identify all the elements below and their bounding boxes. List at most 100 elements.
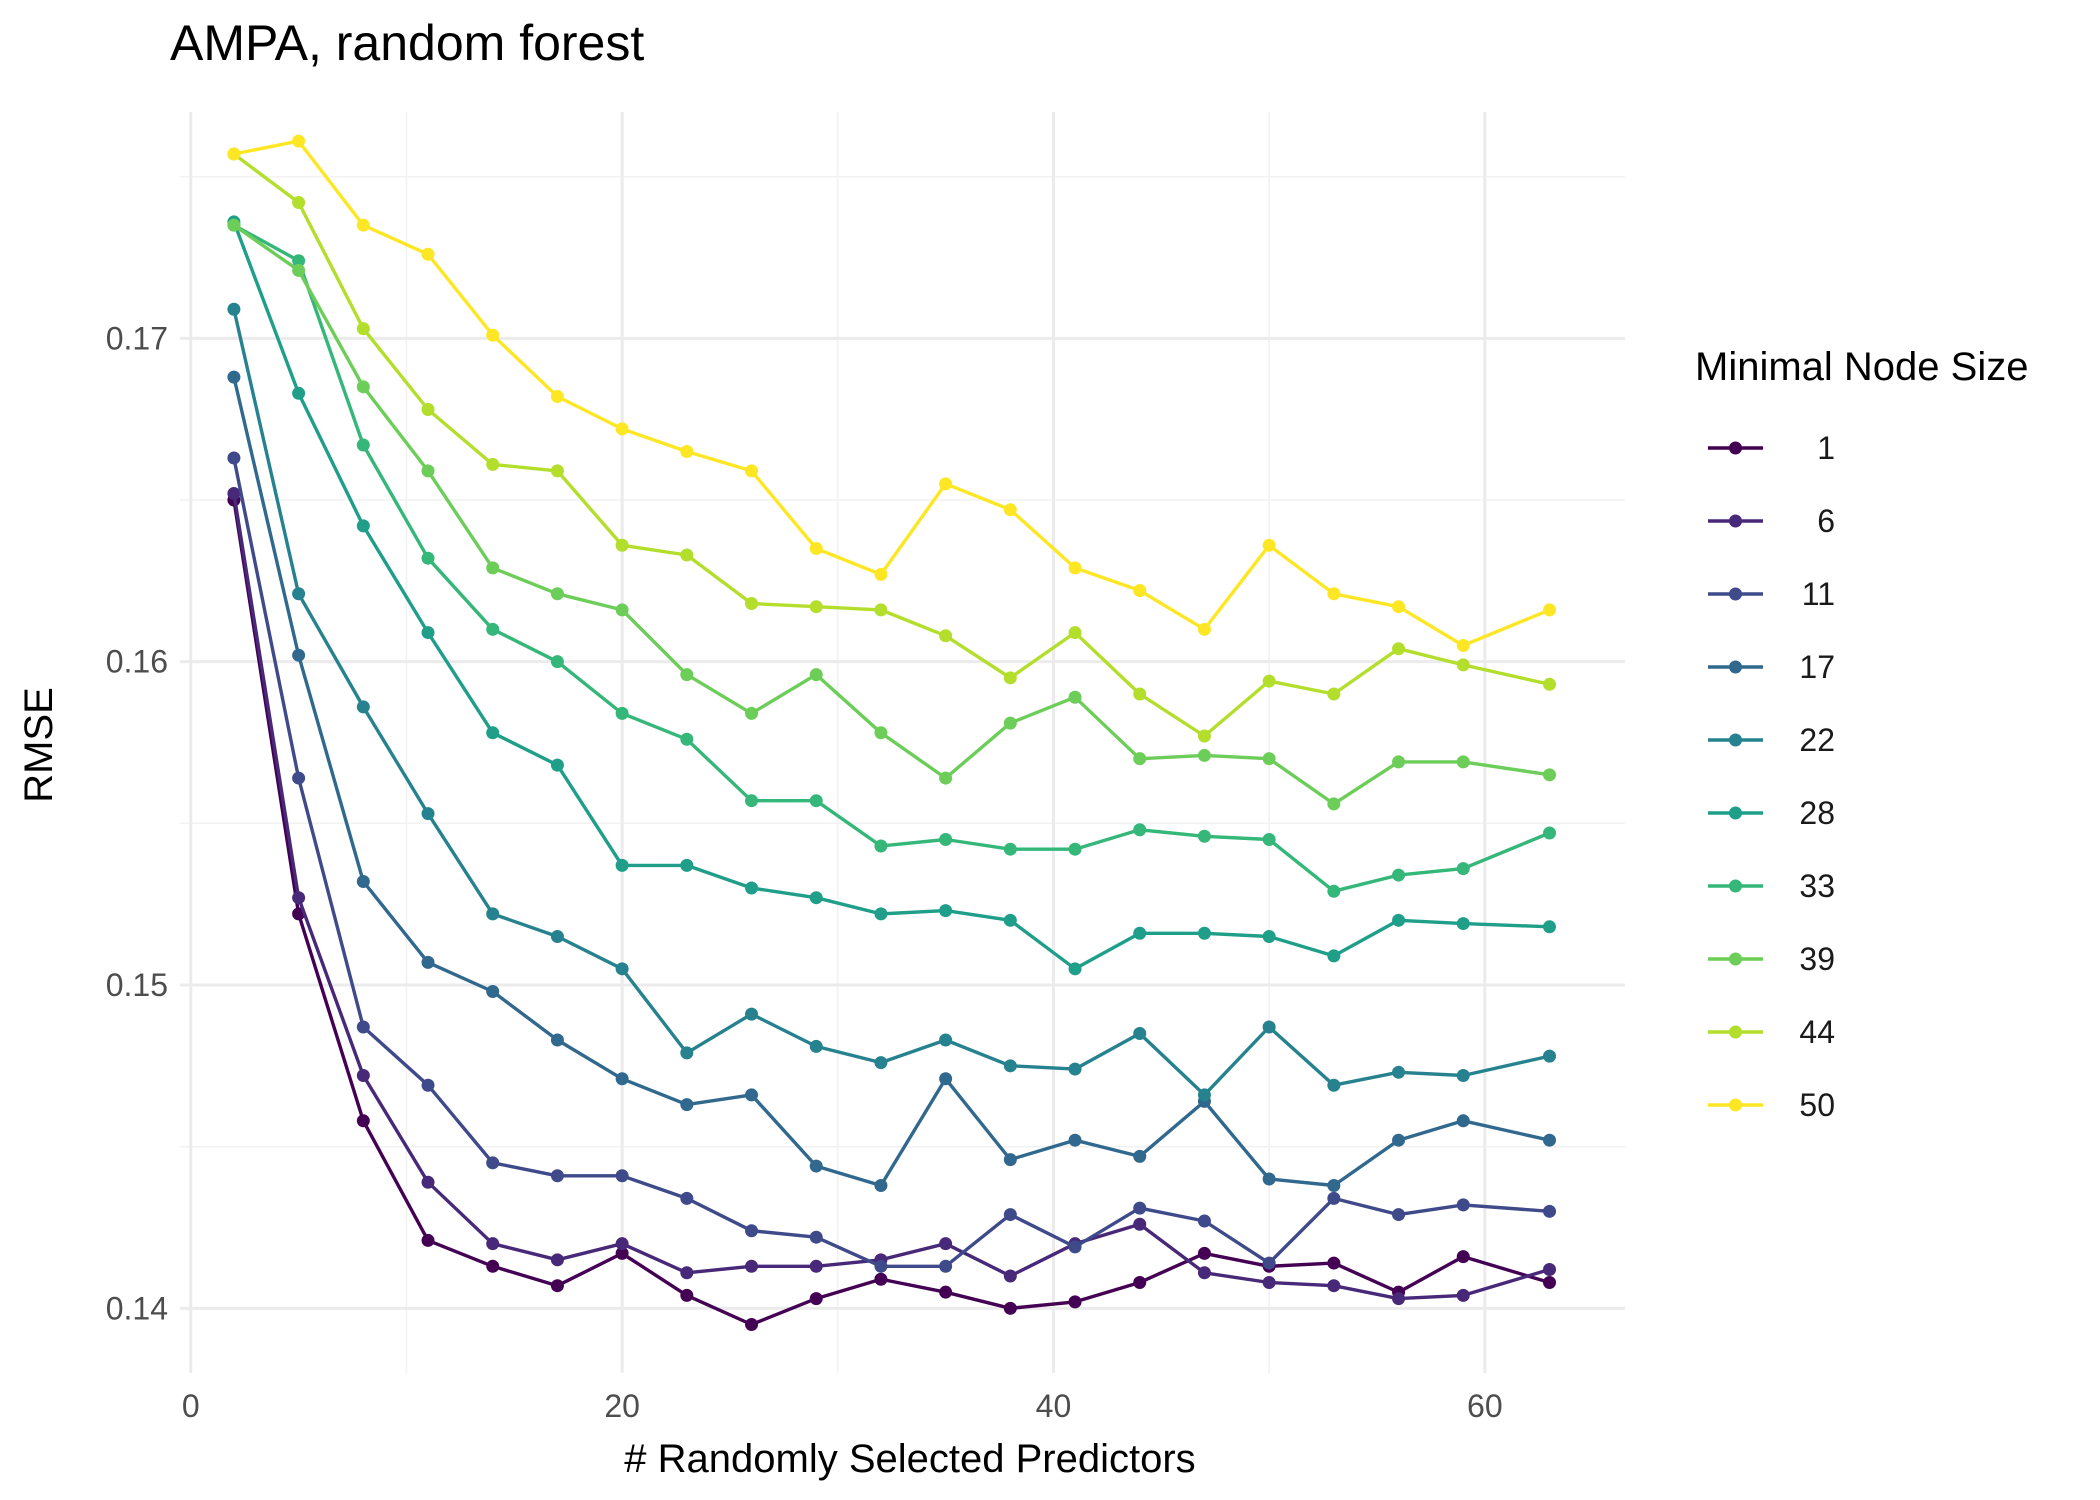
data-point	[550, 758, 564, 772]
data-point	[227, 487, 241, 501]
data-point	[1543, 1263, 1557, 1277]
data-point	[550, 1279, 564, 1293]
legend-label: 33	[1799, 868, 1835, 904]
data-point	[486, 1156, 500, 1170]
data-point	[292, 254, 306, 268]
data-point	[615, 962, 629, 976]
data-point	[939, 771, 953, 785]
data-point	[745, 1007, 759, 1021]
data-point	[1456, 862, 1470, 876]
data-point	[1068, 962, 1082, 976]
data-point	[1392, 1133, 1406, 1147]
data-point	[1456, 1250, 1470, 1264]
data-point	[1262, 1020, 1276, 1034]
data-point	[615, 422, 629, 436]
data-point	[1133, 926, 1147, 940]
legend-items: 1 6 11 17 22 28 33 39 44 50	[1708, 430, 1835, 1123]
data-point	[421, 1233, 435, 1247]
data-point	[1133, 687, 1147, 701]
data-point	[939, 1072, 953, 1086]
data-point	[292, 891, 306, 905]
data-point	[550, 464, 564, 478]
legend-item-6: 6	[1708, 503, 1835, 539]
series-6	[227, 487, 1557, 1306]
data-point	[356, 218, 370, 232]
legend-label: 22	[1799, 722, 1835, 758]
data-point	[486, 328, 500, 342]
data-point	[1456, 658, 1470, 672]
y-axis-title: RMSE	[17, 687, 61, 803]
legend-item-28: 28	[1708, 795, 1835, 831]
data-point	[550, 390, 564, 404]
data-point	[615, 706, 629, 720]
legend-title: Minimal Node Size	[1695, 345, 2028, 389]
data-point	[356, 700, 370, 714]
legend-key-point	[1729, 733, 1742, 747]
data-point	[615, 1237, 629, 1251]
data-point	[1003, 1059, 1017, 1073]
series-39	[227, 218, 1557, 811]
data-point	[550, 1253, 564, 1267]
data-point	[874, 907, 888, 921]
data-point	[1133, 752, 1147, 766]
legend-key-point	[1729, 441, 1742, 455]
data-point	[1197, 1266, 1211, 1280]
data-point	[745, 881, 759, 895]
data-point	[1327, 884, 1341, 898]
data-point	[1543, 768, 1557, 782]
x-tick-label: 0	[182, 1388, 200, 1424]
data-point	[292, 196, 306, 210]
data-point	[745, 794, 759, 808]
data-point	[1262, 1172, 1276, 1186]
legend-label: 50	[1799, 1087, 1835, 1123]
data-point	[1392, 868, 1406, 882]
data-point	[1068, 561, 1082, 575]
data-point	[292, 771, 306, 785]
series-11	[227, 451, 1557, 1273]
data-point	[421, 626, 435, 640]
data-point	[227, 218, 241, 232]
data-point	[809, 600, 823, 614]
data-point	[745, 1088, 759, 1102]
data-point	[1003, 913, 1017, 927]
legend-label: 11	[1802, 576, 1835, 612]
series-1	[227, 493, 1557, 1331]
data-point	[809, 668, 823, 682]
data-point	[1197, 1088, 1211, 1102]
data-point	[421, 551, 435, 565]
data-point	[1456, 917, 1470, 931]
data-point	[1392, 642, 1406, 656]
data-point	[486, 457, 500, 471]
series-33	[227, 218, 1557, 898]
data-point	[680, 668, 694, 682]
data-point	[1262, 674, 1276, 688]
series-50	[227, 134, 1557, 652]
data-point	[1543, 1204, 1557, 1218]
legend-item-17: 17	[1708, 649, 1835, 685]
y-tick-label: 0.14	[106, 1290, 168, 1326]
data-point	[874, 839, 888, 853]
data-point	[1327, 587, 1341, 601]
data-point	[421, 1078, 435, 1092]
data-point	[809, 1292, 823, 1306]
data-point	[1133, 1201, 1147, 1215]
data-point	[939, 1259, 953, 1273]
data-point	[1392, 1292, 1406, 1306]
data-point	[1327, 797, 1341, 811]
data-point	[874, 1178, 888, 1192]
data-point	[292, 263, 306, 277]
data-point	[1262, 538, 1276, 552]
data-point	[1068, 842, 1082, 856]
data-point	[356, 1020, 370, 1034]
legend-item-1: 1	[1708, 430, 1835, 466]
data-point	[680, 548, 694, 562]
data-point	[486, 561, 500, 575]
data-point	[874, 1259, 888, 1273]
data-point	[1197, 748, 1211, 762]
series-44	[227, 147, 1557, 743]
legend-key-point	[1729, 587, 1742, 601]
data-point	[1392, 755, 1406, 769]
data-point	[550, 1033, 564, 1047]
y-tick-label: 0.15	[106, 967, 168, 1003]
